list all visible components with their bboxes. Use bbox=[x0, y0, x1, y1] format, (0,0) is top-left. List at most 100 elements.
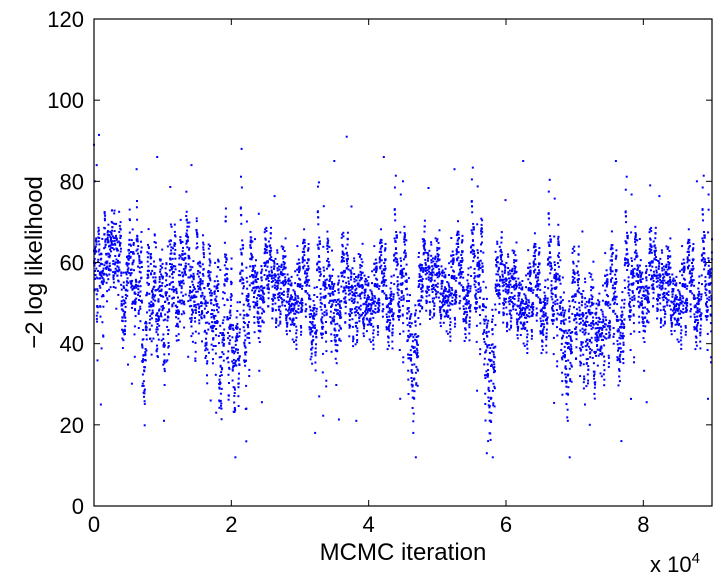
data-point bbox=[223, 241, 226, 244]
data-point bbox=[426, 286, 429, 289]
data-point bbox=[489, 347, 492, 349]
data-point bbox=[215, 285, 218, 288]
data-point bbox=[589, 351, 592, 354]
data-point bbox=[465, 303, 468, 306]
data-point bbox=[580, 317, 583, 320]
data-point bbox=[241, 269, 244, 272]
data-point bbox=[430, 259, 433, 262]
data-point bbox=[428, 285, 430, 288]
data-point bbox=[324, 330, 327, 333]
data-point bbox=[598, 318, 601, 321]
data-point bbox=[232, 346, 235, 349]
data-point bbox=[518, 281, 521, 284]
data-point bbox=[514, 284, 517, 287]
data-point bbox=[213, 290, 216, 293]
data-point bbox=[197, 287, 200, 290]
data-point bbox=[532, 306, 535, 309]
data-point bbox=[406, 324, 409, 327]
data-point bbox=[371, 298, 374, 301]
data-point bbox=[351, 287, 354, 290]
data-point bbox=[442, 292, 445, 295]
data-point bbox=[384, 247, 387, 250]
data-point bbox=[342, 252, 345, 255]
data-point bbox=[508, 283, 511, 286]
data-point bbox=[362, 332, 365, 335]
data-point bbox=[202, 248, 205, 251]
data-point bbox=[602, 320, 605, 323]
data-point bbox=[421, 285, 424, 288]
data-point bbox=[245, 220, 248, 223]
data-point bbox=[394, 174, 397, 177]
data-point bbox=[369, 340, 372, 343]
data-point bbox=[572, 298, 575, 301]
data-point bbox=[471, 231, 474, 234]
data-point bbox=[465, 336, 467, 339]
data-point bbox=[477, 288, 480, 291]
data-point bbox=[303, 281, 306, 284]
data-point bbox=[519, 334, 522, 336]
data-point bbox=[500, 256, 502, 259]
data-point bbox=[507, 289, 510, 291]
data-point bbox=[515, 280, 518, 283]
data-point bbox=[299, 286, 302, 288]
data-point bbox=[449, 294, 452, 297]
data-point bbox=[215, 303, 218, 306]
data-point bbox=[321, 322, 324, 325]
data-point bbox=[173, 253, 176, 256]
data-point bbox=[553, 197, 556, 200]
data-point bbox=[487, 319, 490, 322]
data-point bbox=[267, 297, 270, 300]
data-point bbox=[248, 337, 251, 339]
data-point bbox=[494, 284, 497, 287]
data-point bbox=[263, 274, 266, 276]
data-point bbox=[110, 250, 113, 253]
data-point bbox=[304, 310, 307, 313]
data-point bbox=[449, 328, 452, 331]
data-point bbox=[385, 326, 388, 329]
data-point bbox=[185, 242, 188, 245]
data-point bbox=[343, 269, 346, 272]
data-point bbox=[401, 313, 404, 316]
data-point bbox=[208, 274, 211, 277]
data-point bbox=[114, 255, 117, 257]
data-point bbox=[472, 228, 475, 231]
data-point bbox=[351, 291, 354, 294]
data-point bbox=[421, 238, 424, 241]
data-point bbox=[577, 260, 580, 263]
data-point bbox=[368, 303, 370, 306]
data-point bbox=[403, 243, 406, 246]
data-point bbox=[500, 258, 503, 261]
data-point bbox=[150, 256, 153, 259]
data-point bbox=[257, 324, 260, 327]
data-point bbox=[571, 247, 574, 250]
data-point bbox=[188, 269, 191, 272]
data-point bbox=[413, 377, 416, 380]
data-point bbox=[189, 291, 192, 294]
data-point bbox=[276, 251, 279, 254]
data-point bbox=[280, 263, 283, 266]
data-point bbox=[583, 377, 586, 380]
data-point bbox=[320, 321, 323, 323]
data-point bbox=[389, 322, 392, 324]
data-point bbox=[334, 343, 337, 346]
data-point bbox=[596, 323, 599, 326]
data-point bbox=[169, 223, 172, 226]
data-point bbox=[422, 269, 425, 272]
data-point bbox=[402, 322, 405, 325]
data-point bbox=[287, 313, 290, 316]
data-point bbox=[589, 311, 592, 314]
data-point bbox=[311, 346, 314, 349]
data-point bbox=[583, 375, 586, 378]
data-point bbox=[383, 268, 386, 271]
data-point bbox=[304, 245, 307, 247]
data-point bbox=[313, 304, 316, 307]
data-point bbox=[255, 273, 258, 276]
data-point bbox=[244, 364, 247, 367]
data-point bbox=[282, 284, 285, 287]
data-point bbox=[413, 390, 416, 393]
data-point bbox=[544, 294, 547, 297]
data-point bbox=[220, 368, 223, 371]
data-point bbox=[592, 316, 594, 319]
data-point bbox=[137, 245, 140, 248]
data-point bbox=[569, 379, 572, 382]
